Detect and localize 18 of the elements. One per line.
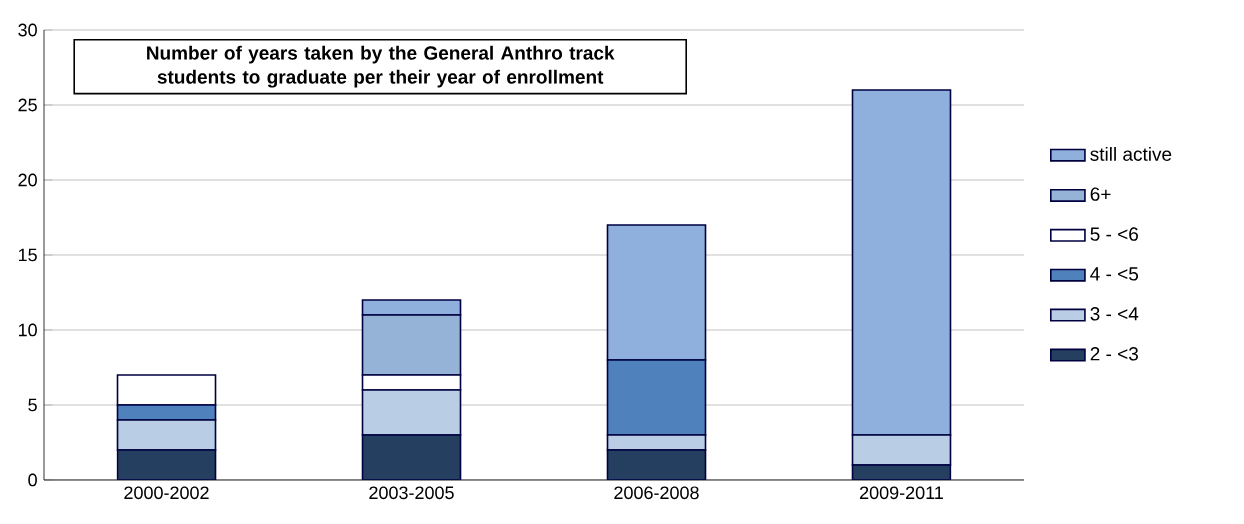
y-tick-label: 20	[18, 173, 37, 187]
y-tick-label: 10	[18, 323, 37, 337]
x-tick-label: 2000-2002	[124, 486, 209, 500]
y-tick-label: 5	[28, 398, 37, 412]
legend-label: 2 - <3	[1090, 347, 1138, 361]
legend-label: still active	[1090, 146, 1172, 161]
x-tick-label: 2003-2005	[369, 486, 454, 500]
legend-label: 5 - <6	[1090, 227, 1138, 241]
legend-label: 3 - <4	[1090, 307, 1139, 321]
legend-label: 4 - <5	[1090, 267, 1139, 281]
y-tick-label: 15	[18, 248, 37, 262]
legend-label: 6+	[1090, 187, 1111, 201]
x-tick-label: 2006-2008	[614, 486, 699, 500]
y-tick-label: 25	[18, 98, 37, 112]
x-tick-label: 2009-2011	[860, 486, 943, 500]
y-tick-label: 30	[18, 23, 37, 37]
y-tick-label: 0	[28, 473, 37, 487]
text: Number of years taken by the General Anthro track students to graduate per their year of enrollment	[147, 45, 615, 88]
